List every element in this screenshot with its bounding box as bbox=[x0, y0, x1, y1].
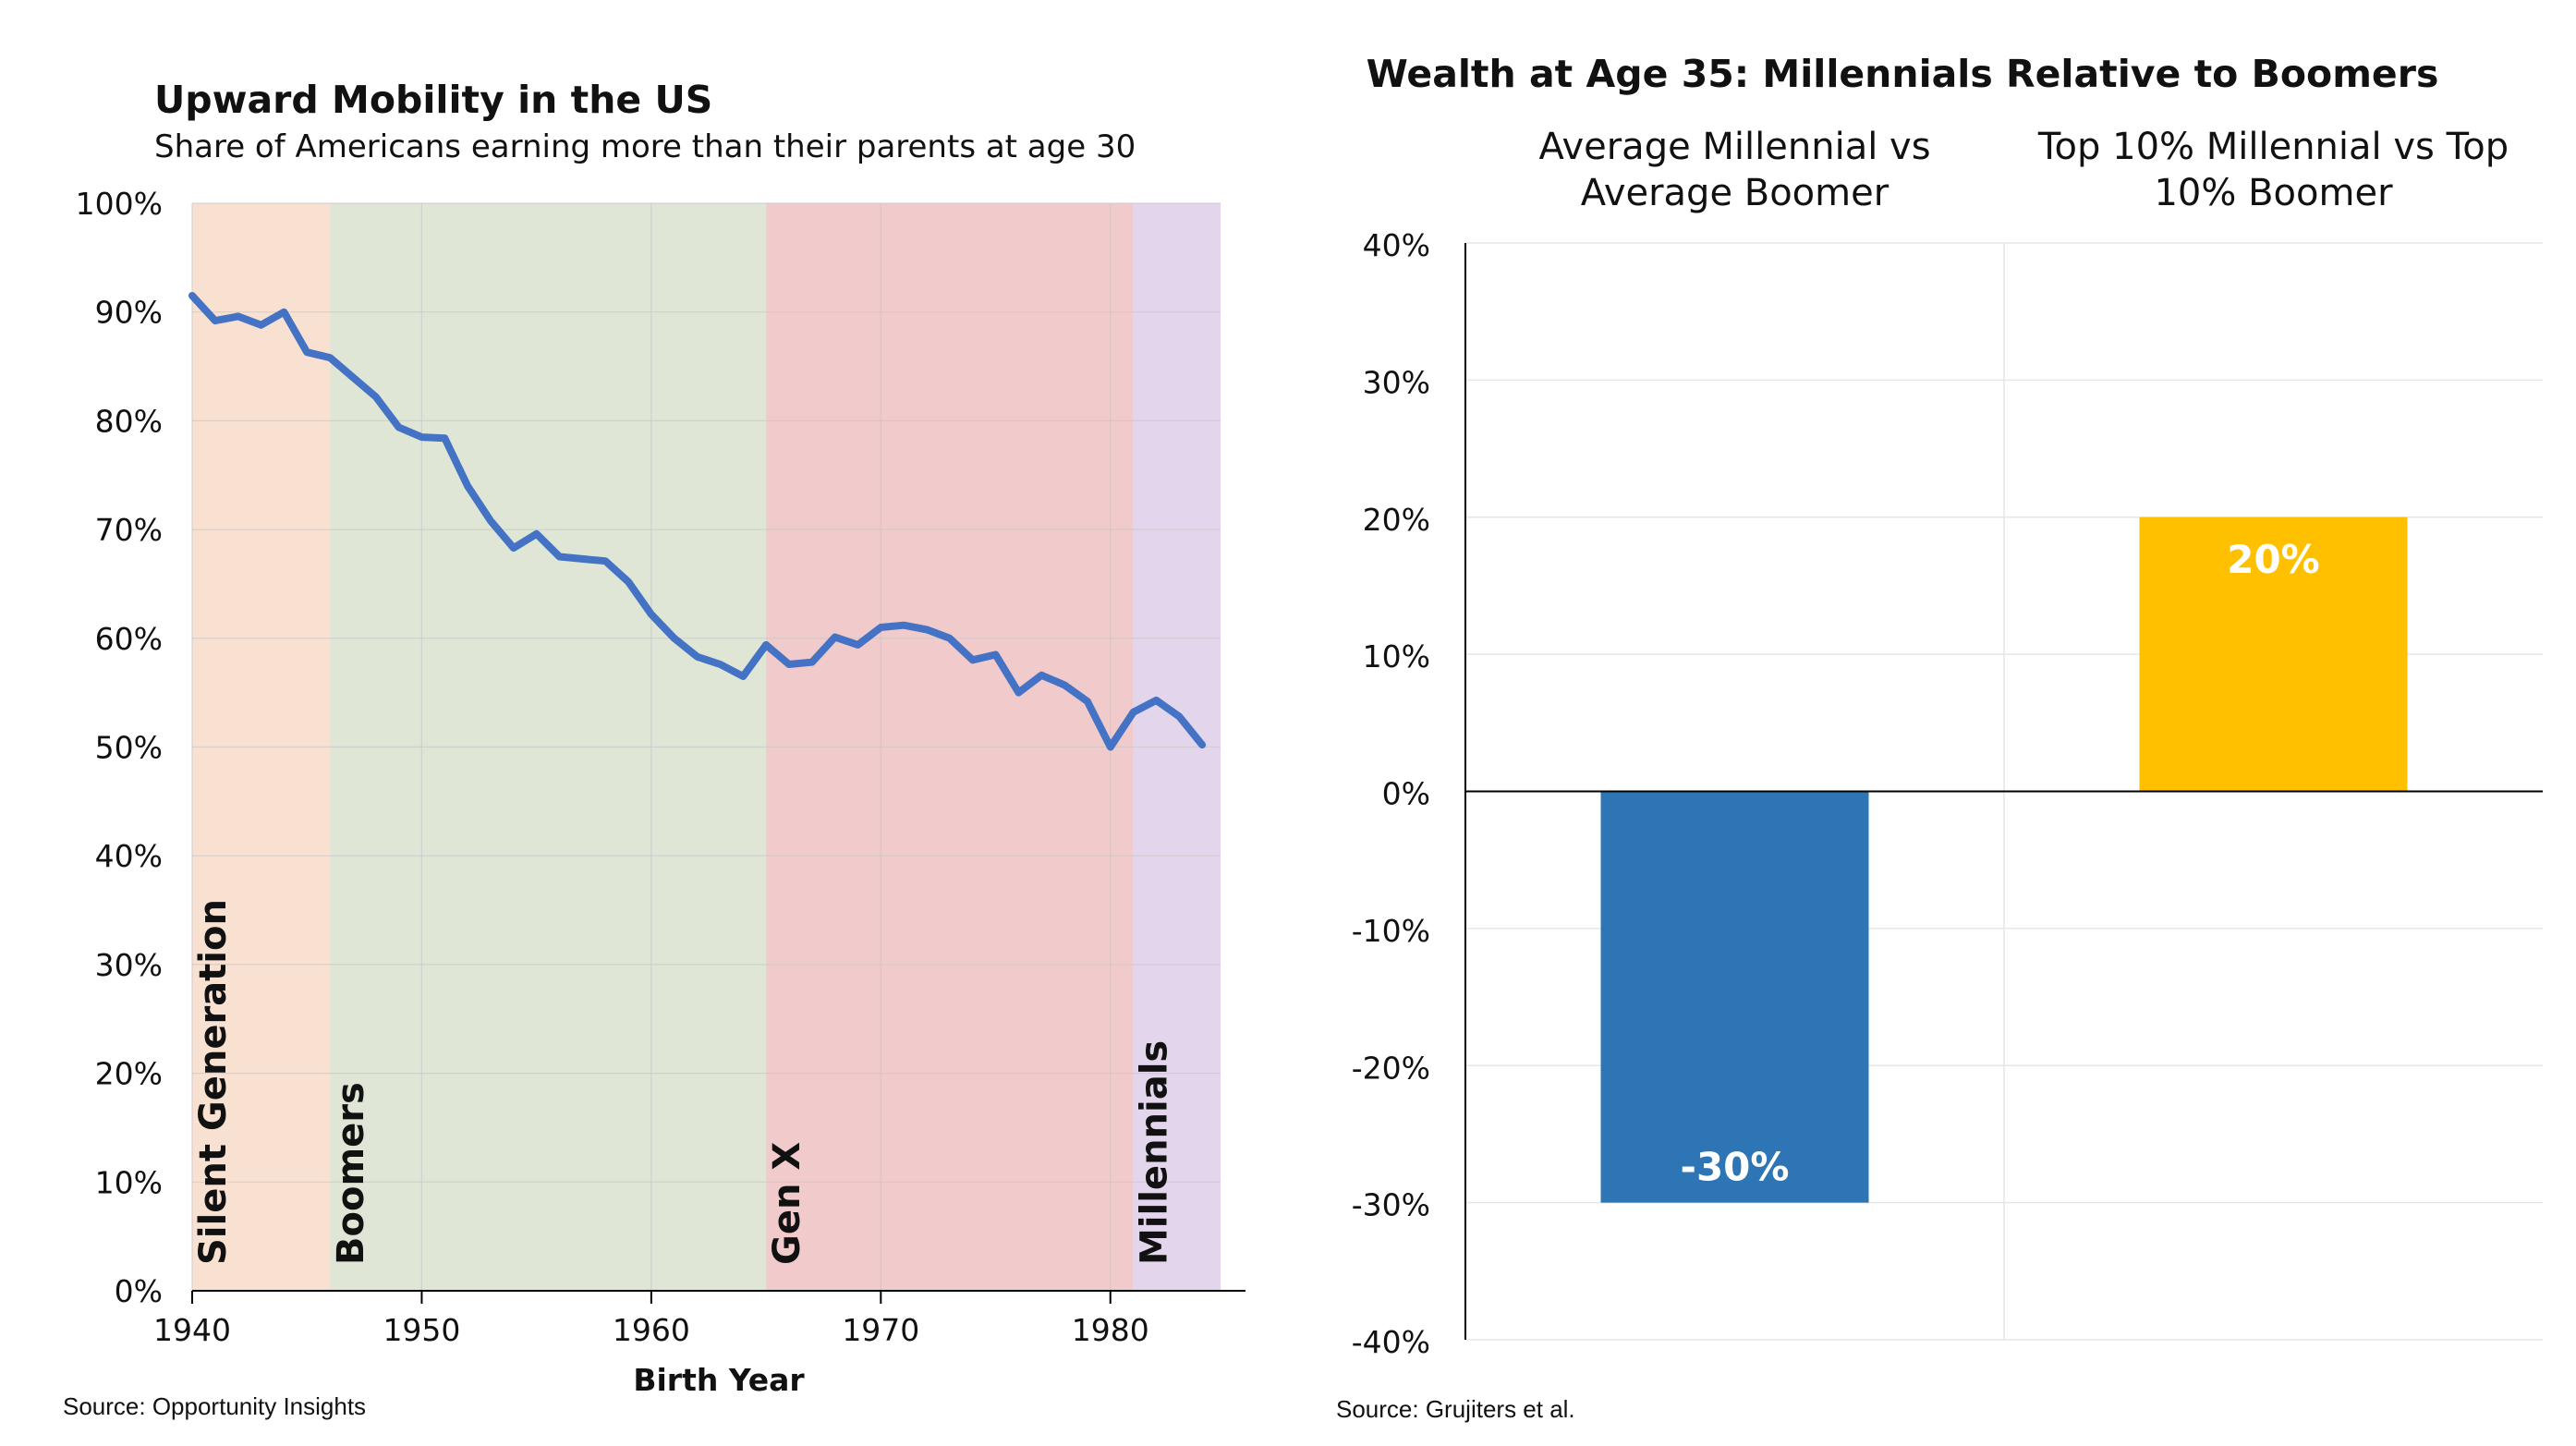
x-tick-label: 1970 bbox=[842, 1312, 919, 1348]
y-tick-label: 30% bbox=[95, 947, 163, 983]
generation-label: Boomers bbox=[330, 1082, 372, 1265]
y-tick-label: 10% bbox=[95, 1164, 163, 1200]
x-tick-label: 1960 bbox=[613, 1312, 690, 1348]
y-tick-label: 90% bbox=[95, 295, 163, 331]
y-tick-label: 60% bbox=[95, 621, 163, 657]
y-tick-label: 70% bbox=[95, 512, 163, 548]
chart-title: Upward Mobility in the US bbox=[154, 78, 712, 122]
bar bbox=[1600, 791, 1869, 1203]
y-tick-label: 0% bbox=[115, 1273, 163, 1309]
y-tick-label: 80% bbox=[95, 403, 163, 439]
y-tick-label: 20% bbox=[95, 1056, 163, 1092]
y-tick-label: 40% bbox=[95, 838, 163, 874]
x-tick-label: 1950 bbox=[383, 1312, 460, 1348]
x-tick-label: 1980 bbox=[1072, 1312, 1149, 1348]
y-tick-label: 30% bbox=[1363, 364, 1430, 400]
x-tick-label: 1940 bbox=[153, 1312, 231, 1348]
y-tick-label: -20% bbox=[1352, 1050, 1430, 1086]
axes bbox=[1464, 243, 2543, 1340]
category-label: Average Boomer bbox=[1581, 172, 1889, 214]
source-note: Source: Grujiters et al. bbox=[1336, 1395, 1575, 1423]
generation-label: Silent Generation bbox=[192, 899, 235, 1265]
source-note: Source: Opportunity Insights bbox=[63, 1392, 366, 1420]
bars bbox=[1600, 516, 2408, 1203]
category-label: Average Millennial vs bbox=[1538, 126, 1930, 168]
bar-value-label: -30% bbox=[1681, 1145, 1790, 1190]
chart-subtitle: Share of Americans earning more than the… bbox=[154, 128, 1136, 165]
y-tick-label: 50% bbox=[95, 730, 163, 766]
category-label: Top 10% Millennial vs Top bbox=[2037, 126, 2509, 168]
axes bbox=[191, 1290, 1245, 1304]
bar-value-label: 20% bbox=[2227, 537, 2320, 582]
generation-label: Gen X bbox=[766, 1142, 808, 1265]
y-tick-labels: 0% 10% 20% 30% 40% 50% 60% 70% 80% 90% 100% bbox=[76, 186, 163, 1309]
y-tick-label: 0% bbox=[1382, 776, 1430, 812]
bar-value-labels: -30% 20% bbox=[1681, 537, 2320, 1190]
line-chart: Upward Mobility in the US Share of Ameri… bbox=[63, 78, 1245, 1420]
generation-label: Millennials bbox=[1134, 1040, 1176, 1265]
y-tick-labels: -40% -30% -20% -10% 0% 10% 20% 30% 40% bbox=[1352, 227, 1430, 1360]
y-tick-label: 10% bbox=[1363, 638, 1430, 674]
y-tick-label: -30% bbox=[1352, 1187, 1430, 1223]
bar bbox=[2139, 516, 2408, 792]
y-tick-label: -40% bbox=[1352, 1324, 1430, 1360]
y-tick-label: 40% bbox=[1363, 227, 1430, 263]
generation-labels: Silent Generation Boomers Gen X Millennials bbox=[192, 899, 1176, 1265]
series-line bbox=[188, 292, 1207, 751]
x-tick-labels: 1940 1950 1960 1970 1980 bbox=[153, 1312, 1149, 1348]
x-axis-label: Birth Year bbox=[633, 1362, 805, 1398]
y-tick-label: 20% bbox=[1363, 502, 1430, 538]
bar-chart: Wealth at Age 35: Millennials Relative t… bbox=[1336, 52, 2543, 1423]
chart-title: Wealth at Age 35: Millennials Relative t… bbox=[1367, 52, 2439, 96]
series-line bbox=[188, 292, 1207, 751]
y-tick-label: -10% bbox=[1352, 913, 1430, 949]
category-label: 10% Boomer bbox=[2154, 172, 2393, 214]
y-tick-label: 100% bbox=[76, 186, 163, 222]
